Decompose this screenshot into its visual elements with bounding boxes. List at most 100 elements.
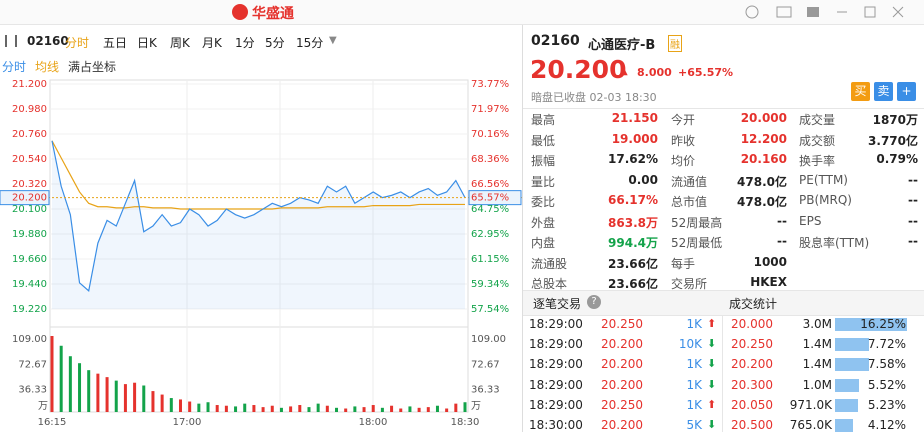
volume-bar: [206, 402, 210, 412]
volume-bar: [463, 402, 467, 412]
volume-bar: [114, 380, 118, 412]
x-tick-label: 18:30: [451, 417, 480, 428]
y2-tick-label: 73.77%: [471, 79, 509, 90]
stat-label: 今开: [671, 113, 696, 127]
volume-bar: [335, 407, 339, 412]
stat-label: 委比: [531, 195, 556, 209]
price-area: [52, 140, 465, 309]
tab[interactable]: 分时: [65, 36, 90, 50]
stat-label: 换手率: [799, 154, 836, 168]
stat-label: 最高: [531, 113, 556, 127]
action-button[interactable]: +: [897, 82, 916, 101]
sub-tab[interactable]: 分时: [2, 60, 27, 74]
y2-tick-label: 71.97%: [471, 104, 509, 115]
stat-value: 1870万: [872, 113, 918, 127]
action-button[interactable]: 买: [851, 82, 870, 101]
vol-tick-label: 72.67: [18, 359, 47, 370]
y-tick-label: 20.980: [12, 104, 47, 115]
stat-label: 内盘: [531, 236, 556, 250]
trade-arrow: ⬆: [707, 317, 717, 330]
stat-label: 流通股: [531, 256, 568, 271]
stat-value: 478.0亿: [737, 195, 787, 209]
tab[interactable]: 5分: [265, 36, 285, 50]
volume-bar: [160, 394, 164, 412]
volume-bar: [289, 406, 293, 412]
sub-tab[interactable]: 满占坐标: [68, 60, 117, 74]
stat-value: 0.79%: [876, 152, 918, 166]
y2-tick-label: 61.15%: [471, 254, 509, 265]
stat-label: PB(MRQ): [799, 193, 852, 207]
toolbar-code: 02160: [27, 34, 69, 48]
trade-time: 18:29:00: [529, 317, 583, 331]
stat-label: 52周最高: [671, 215, 723, 230]
stat-label: 成交量: [799, 113, 836, 127]
separator: [523, 108, 924, 109]
volume-bar: [197, 403, 201, 412]
volume-bar: [252, 405, 256, 412]
share-label: 5.52%: [867, 377, 906, 392]
x-tick-label: 17:00: [173, 417, 202, 428]
tab[interactable]: 1分: [235, 36, 255, 50]
quote-change: 8.000: [637, 66, 672, 79]
trades-tab[interactable]: 逐笔交易: [533, 297, 582, 311]
tab[interactable]: 五日: [103, 36, 128, 50]
icon[interactable]: [892, 6, 904, 18]
stats-tab[interactable]: 成交统计: [729, 297, 778, 311]
quote-change-pct: +65.57%: [678, 66, 734, 79]
trade-volume: 1K: [686, 357, 702, 372]
trade-arrow: ⬇: [707, 357, 717, 371]
vol-unit: 万: [471, 401, 481, 412]
trade-time: 18:29:00: [529, 397, 583, 412]
trade-volume: 1K: [686, 397, 702, 412]
sub-tab[interactable]: 均线: [35, 60, 60, 74]
volume-bar: [298, 405, 302, 412]
quote-name: 心通医疗-B: [588, 38, 656, 53]
stat-label: 振幅: [531, 154, 556, 168]
stat-value: 0.00: [628, 172, 658, 187]
stat-value: 20.000: [740, 111, 787, 125]
intraday-chart: 21.200 20.980 20.760 20.540 20.320 20.100 19.8…: [0, 79, 522, 428]
stat-price: 20.200: [731, 357, 773, 372]
icon[interactable]: [807, 7, 819, 17]
y-tick-label: 19.880: [12, 229, 47, 240]
volume-bar: [426, 407, 430, 412]
stat-value: 17.62%: [608, 152, 658, 166]
volume-bar: [270, 405, 274, 412]
divider: [722, 315, 723, 432]
stat-label: 股息率(TTM): [799, 236, 870, 250]
volume-bar: [435, 405, 439, 412]
y-tick-label: 20.760: [12, 129, 47, 140]
dropdown[interactable]: ▼: [329, 35, 337, 46]
icon[interactable]: [864, 6, 876, 18]
stat-price: 20.500: [731, 418, 773, 432]
tab[interactable]: 15分: [296, 36, 324, 50]
stat-volume: 1.4M: [802, 357, 832, 372]
x-tick-label: 16:15: [38, 417, 67, 428]
volume-bar: [380, 407, 384, 412]
vol-tick-label: 109.00: [471, 334, 506, 345]
logo-icon: [232, 4, 248, 20]
volume-bar: [133, 382, 137, 412]
share-bar: [835, 419, 854, 432]
volume-bar: [353, 406, 357, 412]
share-label: 7.72%: [867, 337, 906, 352]
window-icons: [745, 5, 904, 19]
icon[interactable]: [776, 6, 792, 18]
average-line: [51, 140, 465, 210]
icon[interactable]: [745, 5, 759, 19]
tab[interactable]: 月K: [202, 36, 222, 50]
volume-bar: [445, 408, 449, 412]
share-label: 7.58%: [867, 357, 906, 372]
y2-tick-label: 68.36%: [471, 154, 509, 165]
action-button[interactable]: 卖: [874, 82, 893, 101]
share-bar: [835, 358, 869, 372]
share-bar: [835, 318, 907, 331]
stat-value: 21.150: [611, 111, 658, 125]
stat-label: 最低: [531, 133, 556, 148]
tab[interactable]: 周K: [170, 36, 190, 50]
help-icon[interactable]: ?: [587, 295, 601, 309]
collapse-icon[interactable]: [5, 35, 17, 47]
badge: 融: [668, 35, 682, 52]
tab[interactable]: 日K: [137, 36, 157, 50]
quote-arrow: ▲: [620, 66, 628, 77]
